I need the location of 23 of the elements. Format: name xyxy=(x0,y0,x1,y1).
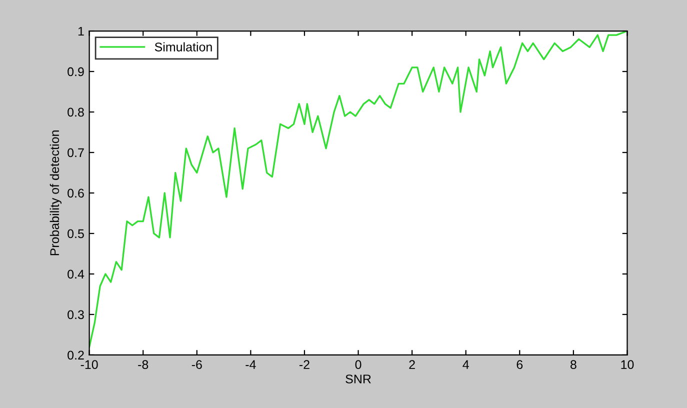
y-axis-title: Probability of detection xyxy=(50,130,62,256)
x-tick-label: 0 xyxy=(355,360,362,370)
x-tick-label: -6 xyxy=(192,360,202,370)
y-tick-label: 0.5 xyxy=(68,229,84,238)
x-tick-label: 10 xyxy=(621,360,634,370)
y-tick-label: 0.2 xyxy=(68,350,84,360)
x-tick-label: 4 xyxy=(462,360,469,369)
y-tick-label: 0.7 xyxy=(68,148,84,158)
legend-label: Simulation xyxy=(154,42,212,52)
x-tick-label: 2 xyxy=(409,360,415,369)
x-tick-label: -4 xyxy=(246,360,256,369)
y-tick-label: 0.9 xyxy=(68,67,84,76)
y-tick-label: 0.6 xyxy=(68,188,84,198)
x-tick-label: -10 xyxy=(80,360,98,370)
x-tick-label: -8 xyxy=(138,360,148,370)
x-tick-label: -2 xyxy=(299,360,310,369)
y-tick-label: 1 xyxy=(78,26,84,36)
x-axis-title: SNR xyxy=(346,374,371,384)
y-tick-label: 0.3 xyxy=(68,310,84,320)
x-tick-label: 8 xyxy=(570,360,576,370)
y-tick-label: 0.8 xyxy=(68,108,84,117)
y-tick-label: 0.4 xyxy=(68,270,84,279)
x-tick-label: 6 xyxy=(516,360,523,370)
